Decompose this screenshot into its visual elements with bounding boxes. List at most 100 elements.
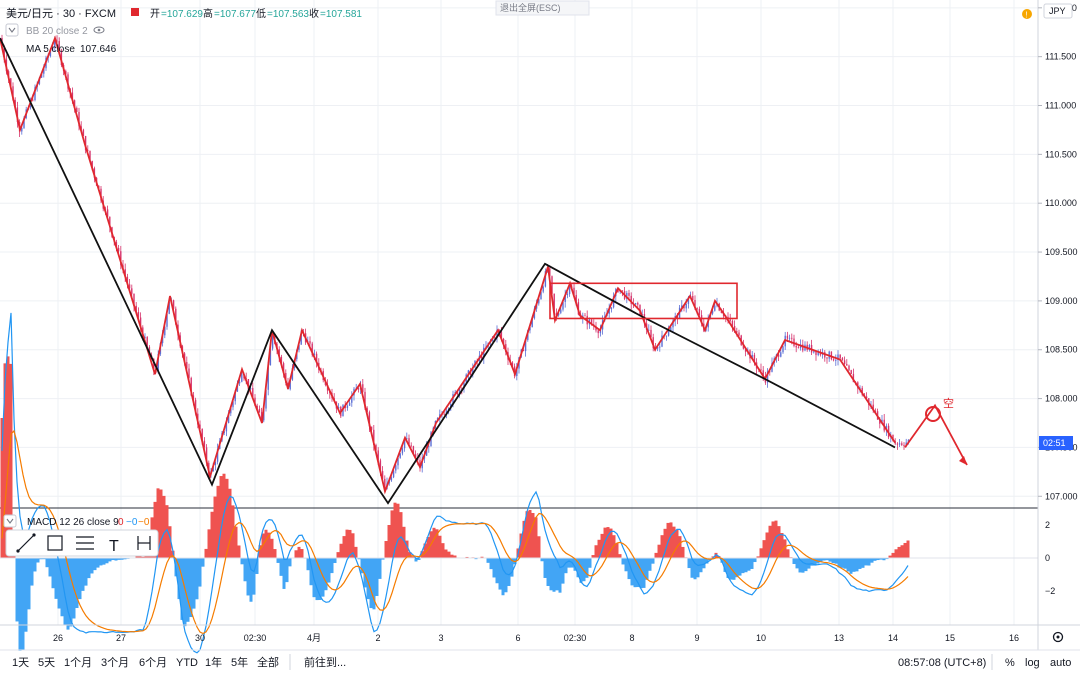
macd-bar [426,537,430,558]
range-button[interactable]: 全部 [257,655,279,669]
macd-legend[interactable]: MACD 12 26 close 9 0 −0 −0 [3,514,150,528]
candle-body [73,100,76,108]
macd-bar [27,558,31,610]
macd-bar [387,524,391,558]
macd-bar [495,558,499,584]
auto-toggle[interactable]: auto [1050,657,1071,669]
macd-bar [861,558,865,568]
candle-body [551,276,553,294]
price-axis[interactable]: 112.000111.500111.000110.500110.000109.5… [1038,3,1078,501]
svg-text:−0: −0 [126,517,138,528]
range-button[interactable]: 3个月 [101,656,129,669]
candle-body [557,312,560,316]
range-button[interactable]: 6个月 [139,656,167,669]
range-button[interactable]: 5年 [231,655,248,669]
collapse-chevron-icon[interactable] [5,23,19,37]
bb-legend[interactable]: BB 20 close 2 [5,23,105,37]
candle-body [157,353,159,372]
macd-bar [288,558,292,567]
macd-bar [801,558,805,573]
goto-date-button[interactable]: 前往到... [304,655,346,669]
candle-body [366,408,368,413]
candle-body [751,354,753,359]
candle-body [87,150,89,152]
macd-bar [885,558,889,560]
text-tool-icon[interactable]: T [109,538,119,555]
macd-bar [99,558,103,566]
price-tick-label: 107.000 [1045,491,1078,501]
macd-bar [423,543,427,558]
candle-body [311,343,313,355]
symbol-title[interactable]: 美元/日元 · 30 · FXCM [6,7,116,20]
macd-axis[interactable]: 2 0 −2 [1045,520,1055,596]
macd-bar [384,541,388,558]
candle-body [555,312,558,316]
candle-body [188,368,190,378]
macd-bar [15,558,19,622]
macd-bar [87,558,91,579]
range-selector[interactable]: 1天 5天 1个月 3个月 6个月 YTD 1年 5年 全部 [12,655,279,669]
range-button[interactable]: 1天 [12,657,29,669]
rectangle-tool-icon[interactable] [47,535,63,551]
macd-bar [333,558,337,564]
macd-bar [42,558,46,560]
candle-body [49,50,52,56]
clock[interactable]: 08:57:08 (UTC+8) [898,657,986,669]
currency-label[interactable]: JPY [1043,3,1073,19]
percent-toggle[interactable]: % [1005,657,1015,669]
measure-tool-icon[interactable] [137,536,151,550]
candle-body [131,288,133,294]
candle-body [628,292,630,296]
candle-body [566,294,569,296]
candle-body [562,301,564,310]
candle-body [133,293,135,306]
ma-legend[interactable]: MA 5 close 107.646 [26,44,117,55]
macd-bar [726,558,730,578]
macd-bar [834,558,838,564]
macd-bar [351,533,355,558]
macd-bar [411,556,415,558]
drawing-toolbar[interactable]: T [5,529,159,557]
macd-bar [558,558,562,593]
macd-bar [522,520,526,558]
log-toggle[interactable]: log [1025,657,1040,669]
candle-body [384,478,386,489]
candle-body [12,86,14,101]
macd-bar [609,528,613,558]
trend-line-icon[interactable] [16,533,36,553]
macd-bar [606,527,610,558]
time-axis[interactable]: 26 27 30 02:30 4月 2 3 6 02:30 8 9 10 13 14 15 16 [53,633,1019,643]
macd-bar [660,535,664,558]
candle-body [124,269,126,277]
exit-fullscreen-button[interactable]: 退出全屏(ESC) [495,0,590,16]
time-tick-label: 3 [438,633,443,643]
settings-gear-icon[interactable] [1052,631,1064,643]
macd-bar [327,558,331,583]
alert-icon[interactable] [1022,9,1032,19]
macd-collapse-icon[interactable] [3,514,17,528]
price-tick-label: 110.000 [1045,198,1077,208]
macd-bar [105,558,109,564]
macd-bar [882,558,886,561]
macd-bar [486,558,490,563]
candle-body [843,360,846,365]
visibility-eye-icon[interactable] [93,26,105,34]
macd-bar [576,558,580,578]
range-button[interactable]: YTD [176,657,198,669]
candle-body [498,329,500,332]
candle-body [698,308,701,316]
range-button[interactable]: 1个月 [64,656,92,669]
ohlc-label: 开 [150,9,160,20]
candle-body [500,331,503,339]
candle-body [788,337,791,339]
macd-bar [639,558,643,589]
macd-bar [864,558,868,566]
parallel-channel-icon[interactable] [76,536,94,550]
candle-body [817,351,819,356]
candle-body [896,443,899,445]
macd-bar [69,558,73,627]
range-button[interactable]: 1年 [205,655,222,669]
candle-body [91,161,93,169]
range-button[interactable]: 5天 [38,657,55,669]
